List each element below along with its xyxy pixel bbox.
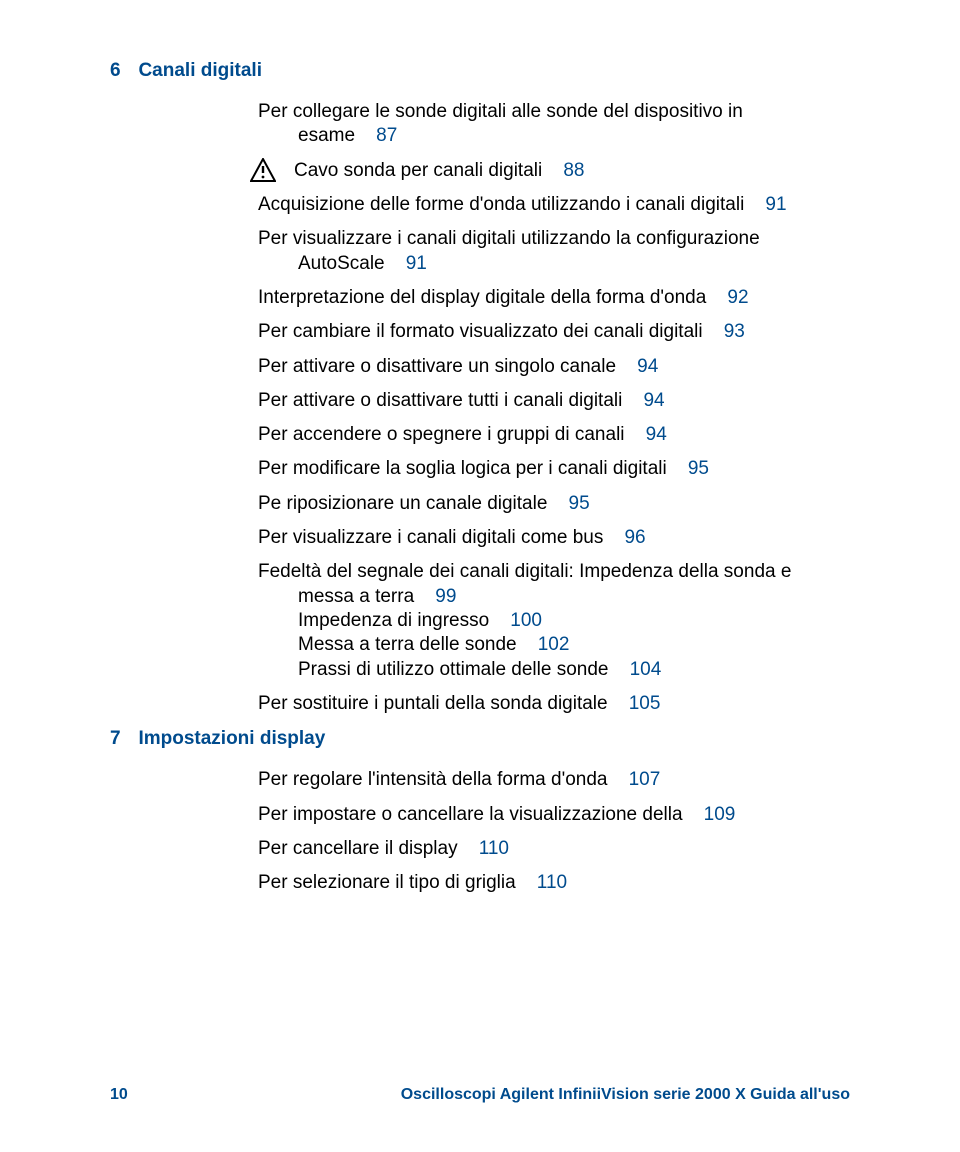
toc-page[interactable]: 91 xyxy=(744,194,786,215)
toc-page[interactable]: 93 xyxy=(703,321,745,342)
toc-text: Per regolare l'intensità della forma d'o… xyxy=(258,769,607,790)
page: 6 Canali digitali Per collegare le sonde… xyxy=(0,0,960,1152)
toc-page[interactable]: 99 xyxy=(414,586,456,607)
toc-page[interactable]: 107 xyxy=(607,769,660,790)
toc-page[interactable]: 109 xyxy=(683,804,736,825)
toc-page[interactable]: 95 xyxy=(667,458,709,479)
toc-text: Acquisizione delle forme d'onda utilizza… xyxy=(258,194,744,215)
toc-page[interactable]: 94 xyxy=(616,356,658,377)
toc-entry: Per selezionare il tipo di griglia 110 xyxy=(258,871,850,895)
toc-text: Interpretazione del display digitale del… xyxy=(258,287,706,308)
toc-text: Per modificare la soglia logica per i ca… xyxy=(258,458,667,479)
toc-text-cont: messa a terra xyxy=(298,586,414,607)
toc-entry: Per visualizzare i canali digitali come … xyxy=(258,526,850,550)
toc-page[interactable]: 92 xyxy=(706,287,748,308)
toc-entry: Per impostare o cancellare la visualizza… xyxy=(258,803,850,827)
toc-subentry: Prassi di utilizzo ottimale delle sonde … xyxy=(298,658,850,682)
toc-text: Prassi di utilizzo ottimale delle sonde xyxy=(298,659,609,680)
toc-subentry: Impedenza di ingresso 100 xyxy=(298,609,850,633)
toc-text: Per sostituire i puntali della sonda dig… xyxy=(258,693,608,714)
page-number: 10 xyxy=(110,1086,128,1103)
chapter-6-entries: Per collegare le sonde digitali alle son… xyxy=(258,100,850,716)
chapter-6-heading: 6 Canali digitali xyxy=(110,60,850,82)
toc-entry: Per attivare o disattivare un singolo ca… xyxy=(258,355,850,379)
toc-entry: Per cambiare il formato visualizzato dei… xyxy=(258,320,850,344)
toc-entry: Per regolare l'intensità della forma d'o… xyxy=(258,768,850,792)
footer-title: Oscilloscopi Agilent InfiniiVision serie… xyxy=(401,1086,850,1104)
toc-text: Per attivare o disattivare tutti i canal… xyxy=(258,390,622,411)
toc-text: Cavo sonda per canali digitali xyxy=(294,160,542,181)
toc-entry: Per accendere o spegnere i gruppi di can… xyxy=(258,423,850,447)
toc-text-cont: esame xyxy=(258,125,355,146)
toc-page[interactable]: 110 xyxy=(516,872,567,893)
toc-page[interactable]: 110 xyxy=(458,838,509,859)
toc-text: Messa a terra delle sonde xyxy=(298,634,517,655)
toc-text: Pe riposizionare un canale digitale xyxy=(258,493,547,514)
toc-entry: Acquisizione delle forme d'onda utilizza… xyxy=(258,193,850,217)
toc-text: Per selezionare il tipo di griglia xyxy=(258,872,516,893)
chapter-7-number[interactable]: 7 xyxy=(110,728,134,750)
toc-text: Per impostare o cancellare la visualizza… xyxy=(258,804,683,825)
toc-entry: Per sostituire i puntali della sonda dig… xyxy=(258,692,850,716)
toc-text: Impedenza di ingresso xyxy=(298,610,489,631)
toc-entry: Interpretazione del display digitale del… xyxy=(258,286,850,310)
toc-entry: Per visualizzare i canali digitali utili… xyxy=(258,227,850,276)
toc-page[interactable]: 96 xyxy=(603,527,645,548)
toc-page[interactable]: 102 xyxy=(517,634,570,655)
chapter-6-title[interactable]: Canali digitali xyxy=(138,60,262,82)
toc-page[interactable]: 105 xyxy=(608,693,661,714)
toc-page[interactable]: 88 xyxy=(542,160,584,181)
toc-entry: Per cancellare il display 110 xyxy=(258,837,850,861)
toc-entry: Per collegare le sonde digitali alle son… xyxy=(258,100,850,149)
chapter-7-entries: Per regolare l'intensità della forma d'o… xyxy=(258,768,850,895)
toc-text: Per cancellare il display xyxy=(258,838,458,859)
toc-page[interactable]: 104 xyxy=(609,659,662,680)
toc-page[interactable]: 94 xyxy=(622,390,664,411)
toc-page[interactable]: 87 xyxy=(355,125,397,146)
toc-entry: Pe riposizionare un canale digitale 95 xyxy=(258,492,850,516)
caution-icon xyxy=(250,158,276,182)
toc-text: Per visualizzare i canali digitali come … xyxy=(258,527,603,548)
toc-text: Per attivare o disattivare un singolo ca… xyxy=(258,356,616,377)
chapter-7-title[interactable]: Impostazioni display xyxy=(138,728,325,750)
toc-page[interactable]: 94 xyxy=(625,424,667,445)
toc-page[interactable]: 100 xyxy=(489,610,542,631)
toc-text: Per collegare le sonde digitali alle son… xyxy=(258,101,743,122)
toc-entry: Per attivare o disattivare tutti i canal… xyxy=(258,389,850,413)
toc-subentry: Messa a terra delle sonde 102 xyxy=(298,633,850,657)
toc-entry: Cavo sonda per canali digitali 88 xyxy=(294,159,850,183)
toc-entry: Per modificare la soglia logica per i ca… xyxy=(258,457,850,481)
toc-page[interactable]: 95 xyxy=(547,493,589,514)
chapter-7-heading: 7 Impostazioni display xyxy=(110,728,850,750)
toc-block: Fedeltà del segnale dei canali digitali:… xyxy=(258,560,850,682)
toc-text: Fedeltà del segnale dei canali digitali:… xyxy=(258,560,850,584)
toc-text-cont: AutoScale xyxy=(258,253,385,274)
toc-text: Per cambiare il formato visualizzato dei… xyxy=(258,321,703,342)
toc-page[interactable]: 91 xyxy=(385,253,427,274)
page-footer: 10 Oscilloscopi Agilent InfiniiVision se… xyxy=(0,1086,960,1104)
caution-entry: Cavo sonda per canali digitali 88 xyxy=(258,159,850,183)
toc-text: Per accendere o spegnere i gruppi di can… xyxy=(258,424,625,445)
toc-text: Per visualizzare i canali digitali utili… xyxy=(258,228,760,249)
chapter-6-number[interactable]: 6 xyxy=(110,60,134,82)
